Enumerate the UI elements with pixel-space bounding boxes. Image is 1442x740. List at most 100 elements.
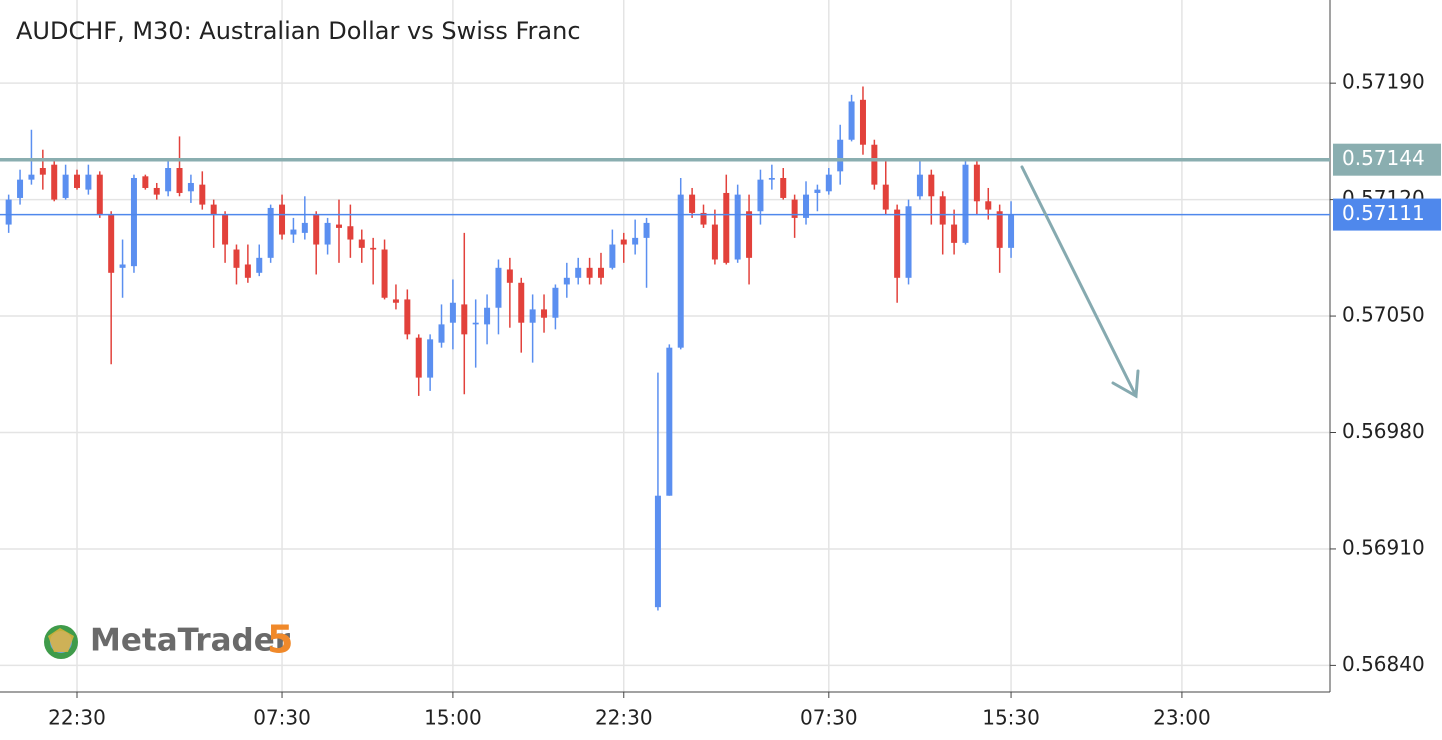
candle-body — [62, 174, 69, 198]
candle-body — [415, 337, 422, 378]
logo-number: 5 — [267, 618, 293, 662]
candle-body — [267, 207, 274, 258]
candle-body — [825, 174, 832, 192]
ticks: 0.568400.569100.569800.570500.571200.571… — [48, 70, 1425, 730]
candle-body — [632, 237, 639, 245]
candle-body — [335, 224, 342, 228]
candle-body — [916, 174, 923, 197]
candle-body — [506, 269, 513, 283]
y-tick-label: 0.56910 — [1342, 535, 1425, 559]
candle-body — [290, 229, 297, 235]
candle-body — [176, 168, 183, 193]
candle-body — [962, 164, 969, 243]
candle-body — [233, 249, 240, 268]
candle-body — [928, 174, 935, 197]
candle-body — [142, 176, 149, 188]
candle-body — [768, 177, 775, 180]
candle-body — [28, 174, 35, 180]
candle-body — [313, 214, 320, 245]
candle-body — [222, 214, 229, 245]
candle-body — [472, 322, 479, 325]
candle-body — [871, 144, 878, 185]
candle-body — [586, 267, 593, 278]
candle-body — [894, 209, 901, 278]
candle-body — [256, 257, 263, 273]
candle-body — [609, 244, 616, 268]
x-tick-label: 15:00 — [424, 706, 482, 730]
candle-body — [5, 199, 12, 225]
candle-body — [563, 277, 570, 285]
y-tick-label: 0.57050 — [1342, 303, 1425, 327]
candle-body — [119, 264, 126, 268]
candle-body — [723, 192, 730, 263]
price-label-box — [1333, 198, 1441, 231]
candle-body — [985, 201, 992, 210]
candle-body — [791, 199, 798, 218]
logo-text: MetaTrader — [90, 623, 291, 659]
candle-body — [973, 164, 980, 202]
candle-body — [700, 212, 707, 225]
candle-body — [529, 309, 536, 323]
candle-body — [187, 182, 194, 192]
candle-body — [552, 287, 559, 318]
x-tick-label: 15:30 — [982, 706, 1040, 730]
x-tick-label: 22:30 — [48, 706, 106, 730]
candle-body — [905, 206, 912, 278]
candle-body — [17, 179, 24, 198]
logo: MetaTrader 5 — [44, 618, 293, 662]
candle-body — [939, 196, 946, 225]
candle-body — [837, 139, 844, 172]
candle-body — [689, 194, 696, 213]
candle-body — [541, 309, 548, 318]
candle-body — [677, 194, 684, 348]
candle-body — [996, 211, 1003, 248]
y-tick-label: 0.56980 — [1342, 419, 1425, 443]
candle-body — [347, 226, 354, 240]
candle-body — [85, 174, 92, 190]
x-tick-label: 07:30 — [253, 706, 311, 730]
candle-body — [757, 179, 764, 212]
candle-body — [153, 187, 160, 195]
candle-body — [814, 189, 821, 193]
candle-body — [746, 211, 753, 258]
price-label: 0.57111 — [1342, 201, 1425, 225]
candle-body — [859, 99, 866, 145]
candle-body — [130, 177, 137, 267]
candle-body — [108, 214, 115, 273]
y-tick-label: 0.56840 — [1342, 652, 1425, 676]
candle-body — [484, 307, 491, 325]
candle-body — [803, 194, 810, 218]
candle-body — [882, 184, 889, 210]
candle-body — [495, 267, 502, 308]
candle-body — [654, 495, 661, 608]
candle-body — [597, 267, 604, 278]
candle-body — [96, 174, 103, 215]
candle-body — [199, 184, 206, 205]
candle-body — [643, 222, 650, 238]
candle-body — [39, 168, 46, 175]
candle-body — [324, 222, 331, 245]
x-tick-label: 07:30 — [800, 706, 858, 730]
candle-body — [165, 168, 172, 192]
candle-body — [449, 302, 456, 323]
candle-body — [951, 224, 958, 243]
chart-title: AUDCHF, M30: Australian Dollar vs Swiss … — [16, 17, 581, 45]
candle-body — [575, 267, 582, 278]
x-tick-label: 23:00 — [1153, 706, 1211, 730]
candle-body — [358, 239, 365, 248]
candle-body — [244, 264, 251, 278]
forecast-arrow — [1020, 165, 1140, 399]
candle-body — [620, 239, 627, 245]
candle-body — [279, 204, 286, 235]
candle-body — [438, 324, 445, 343]
candle-body — [370, 247, 377, 250]
candle-body — [392, 299, 399, 303]
candle-body — [780, 177, 787, 198]
price-label: 0.57144 — [1342, 146, 1425, 170]
candle-body — [666, 347, 673, 496]
candle-body — [381, 249, 388, 298]
candle-body — [711, 224, 718, 260]
candle-body — [1008, 214, 1015, 248]
price-label-box — [1333, 143, 1441, 176]
